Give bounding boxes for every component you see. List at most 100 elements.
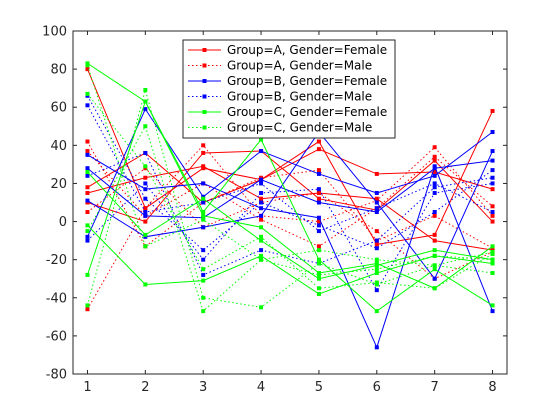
- data-point: [374, 200, 379, 205]
- data-point: [259, 149, 264, 154]
- y-tick-label: -20: [46, 253, 67, 268]
- y-tick-label: 60: [50, 101, 67, 116]
- data-point: [259, 253, 264, 258]
- data-point: [374, 261, 379, 266]
- data-point: [432, 173, 437, 178]
- y-tick-label: -40: [46, 291, 67, 306]
- data-point: [490, 204, 495, 209]
- data-point: [143, 232, 148, 237]
- legend-marker: [202, 110, 207, 114]
- data-point: [85, 91, 90, 96]
- data-point: [490, 244, 495, 249]
- data-point: [432, 145, 437, 150]
- data-point: [259, 196, 264, 201]
- data-point: [316, 215, 321, 220]
- data-point: [316, 139, 321, 144]
- data-point: [316, 261, 321, 266]
- series-line-2: [87, 165, 493, 251]
- data-point: [374, 238, 379, 243]
- data-point: [201, 248, 206, 253]
- data-point: [432, 232, 437, 237]
- data-point: [201, 143, 206, 148]
- x-tick-label: 7: [431, 380, 439, 395]
- data-point: [432, 210, 437, 215]
- series-line-13: [87, 152, 493, 276]
- x-tick-label: 5: [315, 380, 323, 395]
- data-point: [143, 107, 148, 112]
- data-point: [432, 238, 437, 243]
- data-point: [432, 213, 437, 218]
- data-point: [490, 309, 495, 314]
- data-point: [316, 257, 321, 262]
- y-tick-label: 80: [50, 63, 67, 78]
- data-point: [490, 158, 495, 163]
- data-point: [490, 181, 495, 186]
- data-point: [490, 250, 495, 255]
- data-point: [374, 257, 379, 262]
- data-point: [259, 248, 264, 253]
- data-point: [316, 248, 321, 253]
- data-point: [85, 190, 90, 195]
- data-point: [259, 137, 264, 142]
- y-tick-label: 100: [42, 25, 67, 40]
- legend: Group=A, Gender=Female Group=A, Gender=Ma…: [182, 39, 396, 139]
- data-point: [143, 206, 148, 211]
- series-line-7: [87, 167, 493, 280]
- data-point: [201, 213, 206, 218]
- data-point: [316, 168, 321, 173]
- data-point: [432, 181, 437, 186]
- data-point: [259, 181, 264, 186]
- data-point: [374, 271, 379, 276]
- data-point: [259, 234, 264, 239]
- data-point: [316, 223, 321, 228]
- data-point: [432, 286, 437, 291]
- data-point: [85, 152, 90, 157]
- data-point: [374, 246, 379, 251]
- data-point: [85, 149, 90, 154]
- data-point: [316, 276, 321, 281]
- data-point: [490, 213, 495, 218]
- data-point: [374, 242, 379, 247]
- data-point: [374, 229, 379, 234]
- data-point: [316, 272, 321, 277]
- data-point: [316, 147, 321, 152]
- data-point: [259, 257, 264, 262]
- data-point: [374, 288, 379, 293]
- data-point: [201, 217, 206, 222]
- data-point: [374, 190, 379, 195]
- data-point: [143, 219, 148, 224]
- y-tick-label: 0: [59, 215, 67, 230]
- legend-label: Group=A, Gender=Female: [227, 43, 387, 57]
- y-tick-label: -60: [46, 329, 67, 344]
- data-point: [143, 187, 148, 192]
- data-point: [316, 291, 321, 296]
- data-point: [85, 238, 90, 243]
- data-point: [490, 175, 495, 180]
- data-point: [490, 187, 495, 192]
- data-point: [432, 248, 437, 253]
- data-point: [316, 190, 321, 195]
- data-point: [490, 219, 495, 224]
- series-line-23: [86, 65, 493, 266]
- data-point: [201, 278, 206, 283]
- data-point: [490, 257, 495, 262]
- x-tick-label: 6: [373, 380, 381, 395]
- legend-marker: [202, 125, 207, 130]
- x-tick-label: 2: [141, 380, 149, 395]
- series-line-3: [87, 150, 493, 223]
- legend-label: Group=B, Gender=Male: [227, 90, 372, 104]
- data-point: [143, 88, 148, 93]
- x-tick-label: 1: [83, 380, 91, 395]
- data-point: [259, 305, 264, 310]
- data-point: [490, 261, 495, 266]
- data-point: [316, 200, 321, 205]
- data-point: [374, 171, 379, 176]
- data-point: [490, 129, 495, 134]
- data-point: [143, 124, 148, 129]
- data-point: [201, 272, 206, 277]
- axes-box: [72, 30, 508, 375]
- data-point: [201, 196, 206, 201]
- data-point: [490, 149, 495, 154]
- ticks-layer: 1 2 3 4 5 6 7 8 -80 -60 -40 -20 0 20 40 60 80 100: [42, 25, 507, 395]
- data-point: [201, 257, 206, 262]
